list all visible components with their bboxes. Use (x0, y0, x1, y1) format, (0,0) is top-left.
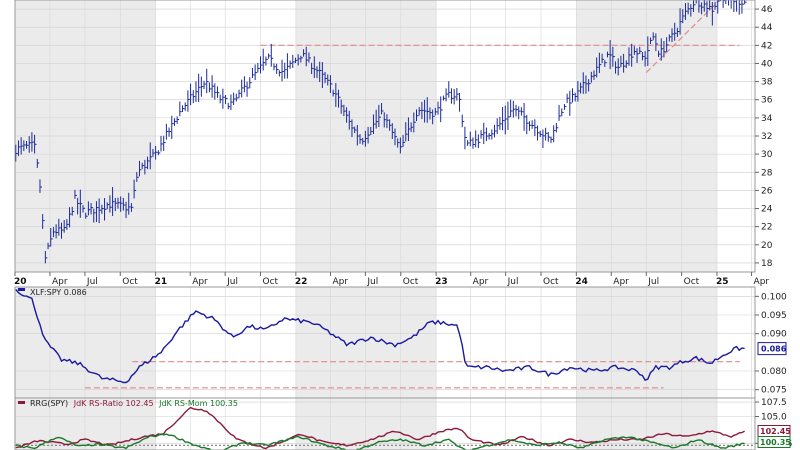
x-tick-label: Oct (263, 277, 279, 287)
price-y-tick-label: 30 (761, 150, 773, 160)
rrg-panel-border (14, 397, 756, 450)
rrg-y-tick-label: 105.0 (761, 412, 787, 422)
price-y-tick-label: 32 (761, 132, 772, 142)
x-tick-label: 23 (435, 277, 448, 287)
ratio-legend-label: XLF:SPY 0.086 (30, 288, 87, 297)
price-panel: 18 20 22 24 26 28 30 32 34 36 38 40 42 44 46 20 Apr Jul O… (14, 0, 773, 287)
x-tick-label: Oct (403, 277, 419, 287)
x-tick-label: 25 (716, 277, 729, 287)
price-y-tick-label: 20 (761, 241, 773, 251)
x-tick-label: Apr (613, 277, 629, 287)
ratio-annotations (84, 361, 740, 389)
x-tick-label: Jul (86, 277, 98, 287)
price-y-tick-label: 42 (761, 41, 772, 51)
price-bars (15, 0, 747, 264)
x-tick-label: Oct (122, 277, 138, 287)
x-tick-label: Oct (684, 277, 700, 287)
ratio-y-tick-label: 0.075 (761, 386, 787, 396)
ratio-y-tick-label: 0.095 (761, 311, 787, 321)
rrg-panel: 107.5 105.0 100.35 RRG(SPY) JdK RS-Ratio 1… (14, 397, 793, 450)
ratio-y-tick-label: 0.090 (761, 330, 787, 340)
rrg-legend-label: RRG(SPY) JdK RS-Ratio 102.45 JdK RS-Mom … (30, 399, 238, 408)
x-tick-label: Apr (192, 277, 208, 287)
price-y-tick-label: 22 (761, 223, 772, 233)
x-tick-label: Apr (52, 277, 68, 287)
price-x-axis: 20 Apr Jul Oct 21 Apr Jul Oct 22 Apr Jul Oct 23 Apr Ju… (14, 272, 769, 287)
rrg-legend-mom: JdK RS-Mom 100.35 (158, 399, 238, 408)
ratio-year-shading (15, 287, 717, 399)
ratio-last-value-box (757, 342, 787, 356)
x-tick-label: 21 (155, 277, 168, 287)
price-y-tick-label: 18 (761, 259, 773, 269)
price-y-axis: 18 20 22 24 26 28 30 32 34 36 38 40 42 44 46 (755, 5, 773, 269)
ratio-year-band (576, 287, 717, 399)
rs-mom-line (15, 433, 745, 450)
ratio-last-value-label: 0.086 (761, 345, 787, 354)
price-y-tick-label: 46 (761, 5, 773, 15)
rrg-last-value-label: 102.45 (760, 427, 791, 436)
price-y-tick-label: 28 (761, 168, 773, 178)
x-tick-label: Apr (473, 277, 489, 287)
price-annotations (260, 0, 747, 73)
rrg-last-value-box (757, 436, 791, 448)
ratio-gridlines (14, 287, 755, 399)
ratio-y-tick-label: 0.100 (761, 292, 787, 302)
rrg-legend-ratio: JdK RS-Ratio 102.45 (73, 399, 154, 408)
price-trend-line (645, 0, 721, 73)
ratio-year-band (295, 287, 437, 399)
rrg-y-tick-label: 107.5 (761, 398, 787, 408)
price-y-tick-label: 44 (761, 23, 773, 33)
ratio-last-value-badge: 0.086 (757, 342, 787, 356)
x-tick-label: Jul (226, 277, 238, 287)
price-y-tick-label: 38 (761, 78, 773, 88)
ratio-series-line (15, 289, 745, 384)
price-y-tick-label: 26 (761, 186, 773, 196)
x-tick-label: Jul (507, 277, 519, 287)
price-y-tick-label: 34 (761, 114, 773, 124)
ratio-legend: XLF:SPY 0.086 (18, 288, 87, 297)
rrg-year-shading (15, 398, 717, 450)
x-tick-label: Jul (647, 277, 659, 287)
price-y-tick-label: 36 (761, 96, 773, 106)
ratio-year-band (15, 287, 156, 399)
price-y-tick-label: 24 (761, 205, 773, 215)
x-tick-label: 24 (575, 277, 588, 287)
rrg-legend-title: RRG(SPY) (30, 399, 68, 408)
x-tick-label: Apr (754, 277, 770, 287)
x-tick-label: Jul (366, 277, 378, 287)
ratio-y-axis: 0.100 0.095 0.090 0.080 0.075 (755, 292, 787, 396)
x-tick-label: 22 (295, 277, 308, 287)
ratio-legend-swatch (18, 288, 25, 291)
price-y-tick-label: 40 (761, 59, 773, 69)
ratio-y-tick-label: 0.080 (761, 367, 787, 377)
x-tick-label: Apr (332, 277, 348, 287)
price-gridlines (14, 0, 755, 272)
rrg-legend-swatch (18, 401, 25, 404)
rrg-last-value-label: 100.35 (760, 438, 791, 447)
x-tick-label: Oct (543, 277, 559, 287)
rrg-last-value-badges: 102.45 100.35 (757, 425, 791, 448)
rs-ratio-line (15, 406, 745, 450)
x-tick-label: 20 (14, 277, 27, 287)
rrg-legend: RRG(SPY) JdK RS-Ratio 102.45 JdK RS-Mom … (18, 399, 238, 408)
